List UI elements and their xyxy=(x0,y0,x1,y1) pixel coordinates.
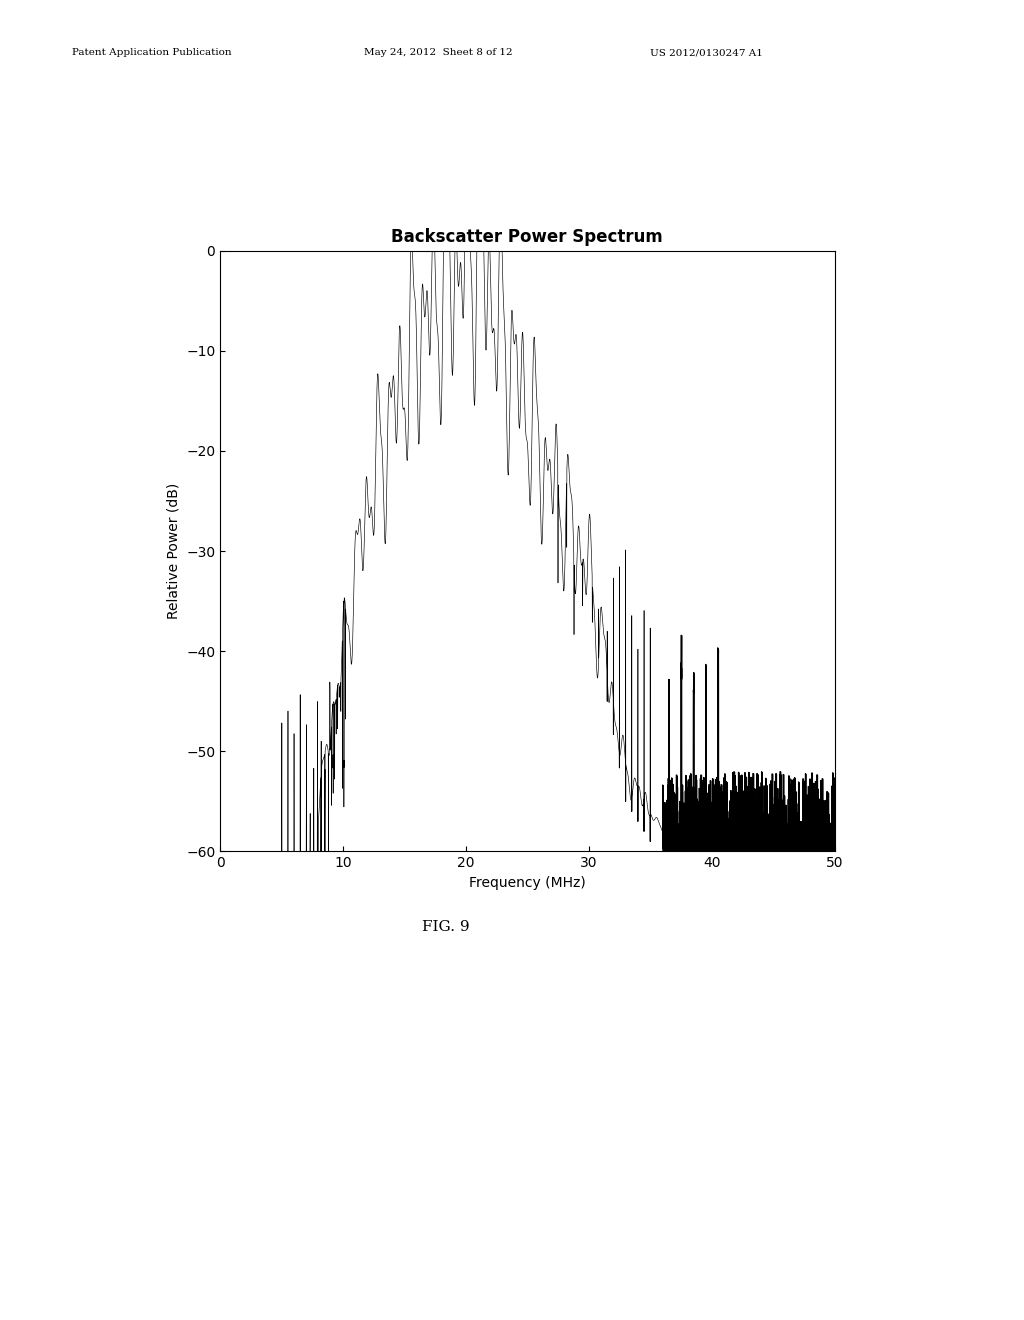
Text: US 2012/0130247 A1: US 2012/0130247 A1 xyxy=(650,49,763,57)
X-axis label: Frequency (MHz): Frequency (MHz) xyxy=(469,875,586,890)
Y-axis label: Relative Power (dB): Relative Power (dB) xyxy=(167,483,180,619)
Text: Patent Application Publication: Patent Application Publication xyxy=(72,49,231,57)
Title: Backscatter Power Spectrum: Backscatter Power Spectrum xyxy=(391,228,664,247)
Text: May 24, 2012  Sheet 8 of 12: May 24, 2012 Sheet 8 of 12 xyxy=(364,49,512,57)
Text: FIG. 9: FIG. 9 xyxy=(422,920,469,933)
